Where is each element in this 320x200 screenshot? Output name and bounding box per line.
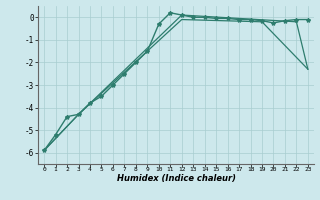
X-axis label: Humidex (Indice chaleur): Humidex (Indice chaleur) (116, 174, 236, 183)
